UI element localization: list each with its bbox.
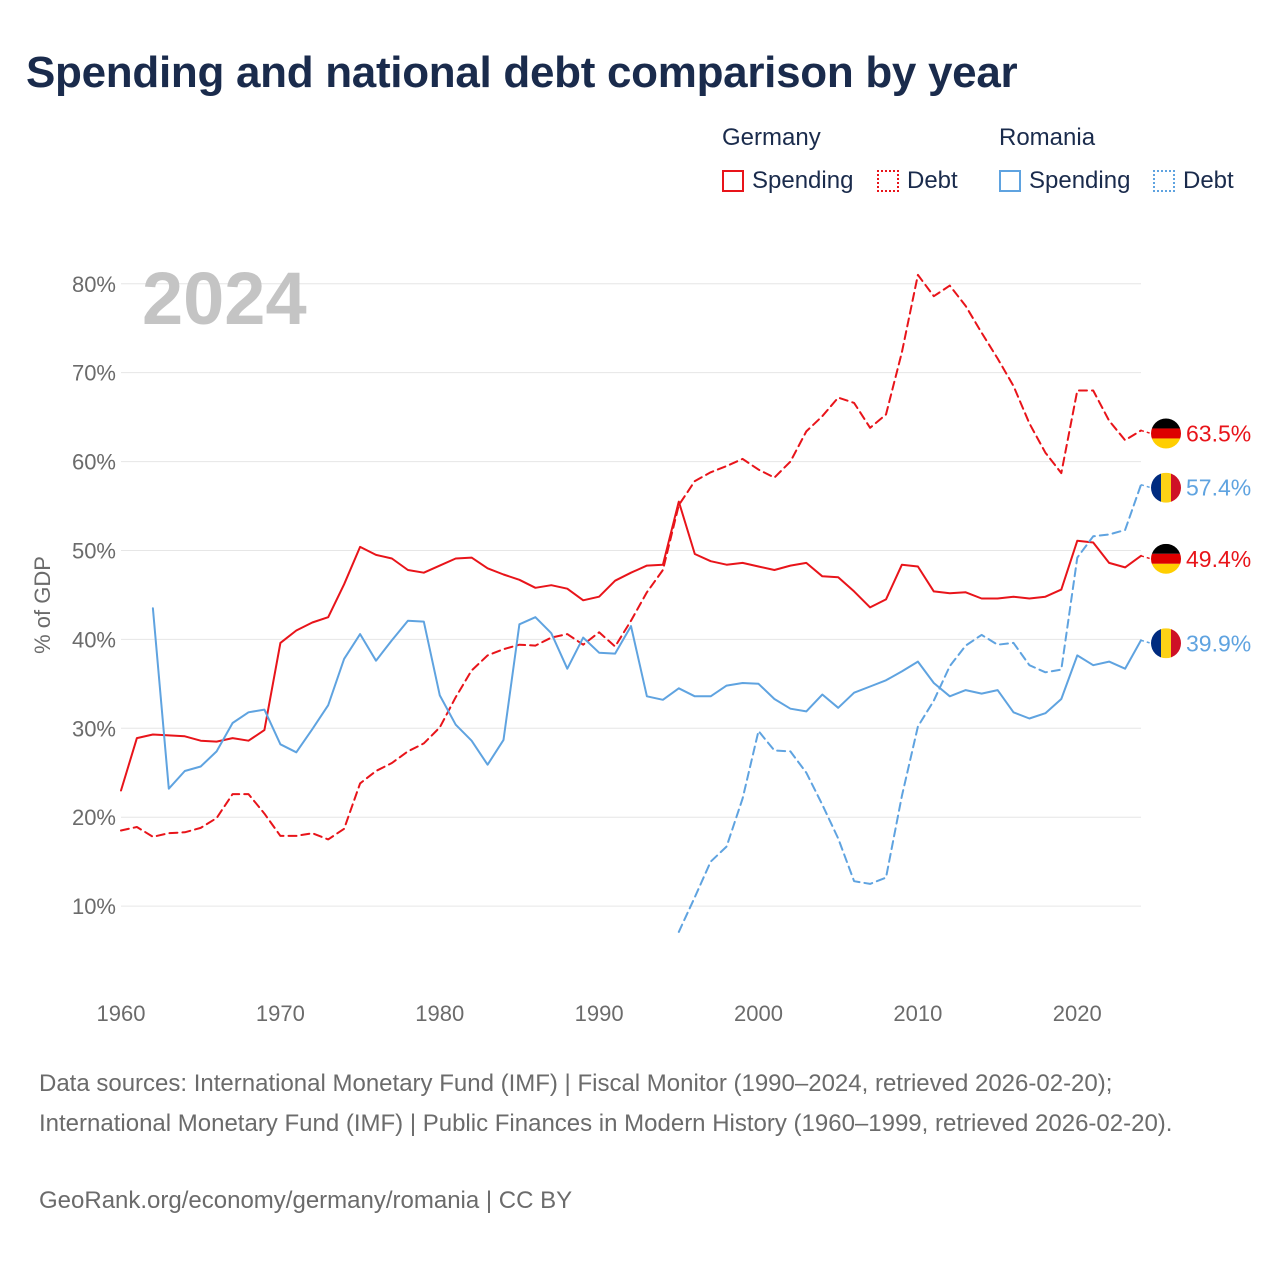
legend-item-germany-spending[interactable]: Spending (722, 166, 853, 196)
legend-label: Debt (907, 167, 958, 194)
y-tick-label: 50% (72, 538, 116, 563)
end-labels: 63.5% 49.4% 57.4% 39.9% (1140, 418, 1251, 659)
end-connector (1140, 555, 1152, 560)
legend-label: Spending (1029, 167, 1131, 194)
flag-stripe (1151, 418, 1181, 429)
y-axis-ticks: 10% 20% 30% 40% 50% 60% 70% 80% (72, 272, 116, 919)
gridlines (121, 283, 1141, 907)
x-tick-label: 1990 (575, 1001, 624, 1026)
x-tick-label: 1960 (97, 1001, 146, 1026)
germany-flag-icon (1151, 418, 1181, 449)
legend-item-romania-debt[interactable]: Debt (1153, 166, 1234, 196)
legend-swatch-dotted (877, 170, 899, 192)
legend-item-romania-spending[interactable]: Spending (999, 166, 1130, 196)
flag-stripe (1151, 628, 1161, 659)
page-title: Spending and national debt comparison by… (26, 48, 1018, 97)
y-tick-label: 60% (72, 450, 116, 475)
y-tick-label: 70% (72, 361, 116, 386)
legend-label: Debt (1183, 167, 1234, 194)
germany-flag-icon (1151, 543, 1181, 574)
flag-stripe (1171, 472, 1181, 503)
y-tick-label: 40% (72, 627, 116, 652)
flag-stripe (1151, 553, 1181, 564)
legend-country-romania: Romania (999, 124, 1096, 151)
y-tick-label: 30% (72, 716, 116, 741)
romania-flag-icon (1151, 472, 1181, 503)
legend-item-germany-debt[interactable]: Debt (877, 166, 958, 196)
romania-flag-icon (1151, 628, 1181, 659)
x-tick-label: 1970 (256, 1001, 305, 1026)
x-tick-label: 1980 (415, 1001, 464, 1026)
flag-stripes (1151, 543, 1181, 574)
end-value-label: 49.4% (1186, 546, 1251, 572)
end-connector (1140, 429, 1152, 435)
credit-link[interactable]: GeoRank.org/economy/germany/romania | CC… (39, 1187, 573, 1214)
flag-stripe (1171, 628, 1181, 659)
flag-stripe (1161, 628, 1171, 659)
legend-swatch-solid (999, 170, 1021, 192)
series-line-romania-debt[interactable] (677, 483, 1142, 933)
y-tick-label: 20% (72, 805, 116, 830)
end-value-label: 63.5% (1186, 420, 1251, 446)
chart: 10% 20% 30% 40% 50% 60% 70% 80% 1960 1970 1980 199… (30, 257, 1251, 1026)
series-lines (120, 273, 1142, 933)
series-line-romania-spending[interactable] (151, 607, 1142, 790)
end-value-label: 39.9% (1186, 630, 1251, 656)
flag-stripes (1151, 418, 1181, 449)
legend-country-germany: Germany (722, 124, 821, 151)
x-axis-ticks: 1960 1970 1980 1990 2000 2010 2020 (97, 1001, 1102, 1026)
flag-stripes (1151, 628, 1181, 659)
x-tick-label: 2010 (893, 1001, 942, 1026)
x-tick-label: 2020 (1053, 1001, 1102, 1026)
y-tick-label: 10% (72, 894, 116, 919)
end-connector (1140, 483, 1152, 489)
data-sources: Data sources: International Monetary Fun… (39, 1070, 1173, 1137)
flag-stripe (1151, 563, 1181, 574)
flag-stripe (1151, 438, 1181, 449)
legend-swatch-solid (722, 170, 744, 192)
series-line-germany-spending[interactable] (120, 500, 1142, 792)
flag-stripe (1151, 428, 1181, 439)
end-value-label: 57.4% (1186, 475, 1251, 501)
year-watermark: 2024 (142, 257, 307, 340)
flag-stripe (1151, 472, 1161, 503)
flag-stripe (1161, 472, 1171, 503)
legend-swatch-dotted (1153, 170, 1175, 192)
series-line-germany-debt[interactable] (120, 273, 1142, 841)
y-axis-label: % of GDP (30, 556, 55, 654)
flag-stripe (1151, 543, 1181, 554)
end-connector (1140, 639, 1152, 644)
x-tick-label: 2000 (734, 1001, 783, 1026)
y-tick-label: 80% (72, 272, 116, 297)
legend-label: Spending (752, 167, 854, 194)
flag-stripes (1151, 472, 1181, 503)
